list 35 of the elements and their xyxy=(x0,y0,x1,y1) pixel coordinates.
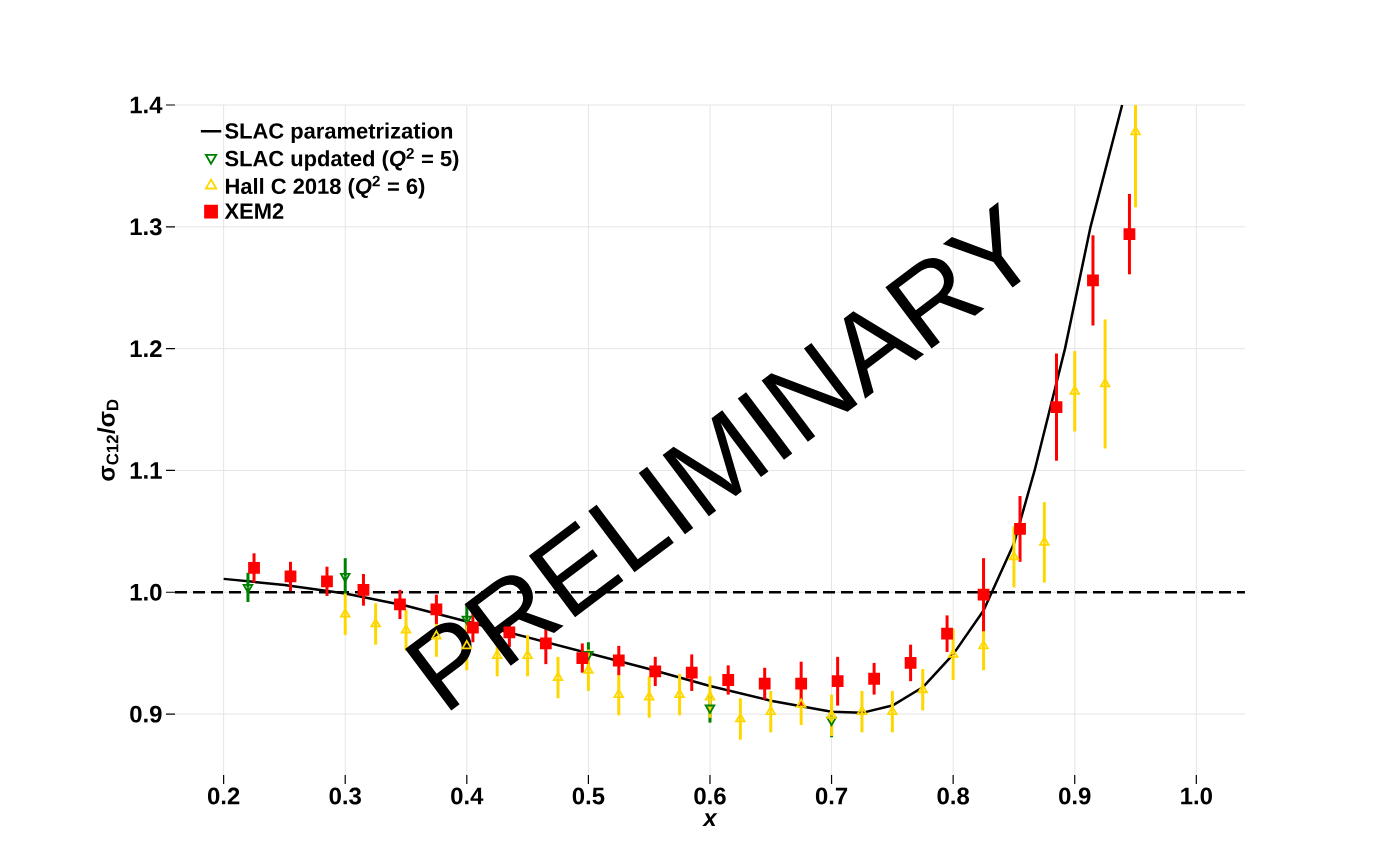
x-tick-label: 0.3 xyxy=(329,787,361,805)
point xyxy=(357,583,370,596)
point xyxy=(248,562,260,574)
point xyxy=(1039,536,1050,546)
point xyxy=(1123,228,1136,241)
x-tick-label: 0.9 xyxy=(1059,787,1091,805)
point xyxy=(1087,274,1099,287)
y-tick-label: 1.0 xyxy=(130,583,162,601)
point xyxy=(394,598,406,611)
y-axis-title: σ$_{C12}$/σ$_{D}$ xyxy=(97,399,119,481)
x-tick-label: 0.4 xyxy=(451,787,484,805)
point xyxy=(370,618,381,628)
x-tick-label: 0.2 xyxy=(207,787,240,805)
x-tick-label: 0.6 xyxy=(694,787,726,805)
point xyxy=(735,713,746,723)
y-tick-label: 0.9 xyxy=(130,705,162,723)
y-tick-label: 1.4 xyxy=(130,96,163,114)
legend-label: Hall C 2018 (Q$^{2}$ = 6) xyxy=(225,175,425,199)
point xyxy=(1050,401,1063,414)
legend-label: SLAC parametrization xyxy=(225,122,453,144)
x-axis-title: x xyxy=(702,813,718,826)
point xyxy=(1099,378,1111,388)
x-tick-label: 1.0 xyxy=(1181,787,1212,805)
legend-label: SLAC updated (Q$^{2}$ = 5) xyxy=(225,147,459,171)
y-tick-label: 1.2 xyxy=(130,340,162,357)
point xyxy=(339,608,351,618)
point xyxy=(826,716,837,727)
x-tick-label: 0.8 xyxy=(937,787,970,805)
y-tick-label: 1.3 xyxy=(130,218,162,236)
point xyxy=(1069,385,1080,395)
y-tick-label: 1.1 xyxy=(130,462,162,479)
legend-label: XEM2 xyxy=(224,203,284,219)
x-tick-label: 0.7 xyxy=(815,787,848,805)
point xyxy=(321,575,333,588)
x-tick-label: 0.5 xyxy=(572,787,605,805)
